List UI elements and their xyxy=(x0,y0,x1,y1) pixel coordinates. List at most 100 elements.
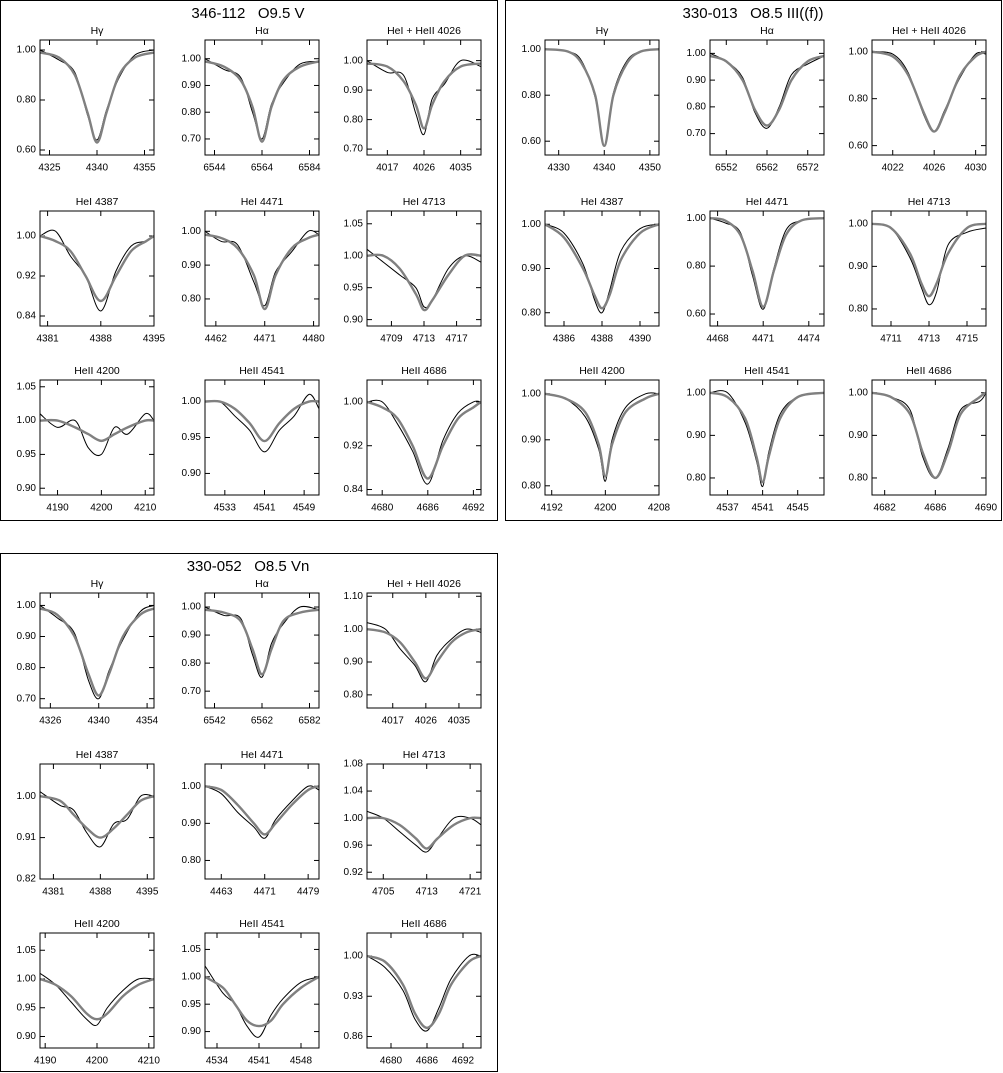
y-tick-label: 0.80 xyxy=(182,107,202,118)
subplot-title: Hα xyxy=(255,25,269,37)
y-tick-label: 0.92 xyxy=(344,440,364,451)
x-tick-label: 4200 xyxy=(594,503,617,514)
y-tick-label: 0.90 xyxy=(687,430,707,441)
y-tick-label: 0.93 xyxy=(344,991,364,1002)
y-tick-label: 0.84 xyxy=(17,311,37,322)
x-tick-label: 4680 xyxy=(380,1056,403,1067)
model-fit xyxy=(545,392,659,478)
y-tick-label: 0.90 xyxy=(182,1026,202,1037)
y-tick-label: 0.80 xyxy=(522,480,542,491)
model-fit xyxy=(710,54,824,127)
subplot-title: HeII 4541 xyxy=(744,365,790,377)
x-tick-label: 4468 xyxy=(706,334,729,345)
subplot-title: HeI + HeII 4026 xyxy=(892,25,966,37)
panel-frame xyxy=(505,0,1002,521)
y-tick-label: 1.00 xyxy=(522,388,542,399)
x-tick-label: 4026 xyxy=(415,716,438,727)
x-tick-label: 4200 xyxy=(86,1056,109,1067)
subplot-title: Hα xyxy=(760,25,774,37)
x-tick-label: 4690 xyxy=(975,503,998,514)
x-tick-label: 4210 xyxy=(138,1056,161,1067)
subplot-title: HeII 4686 xyxy=(401,365,447,377)
x-tick-label: 4022 xyxy=(882,163,905,174)
y-tick-label: 1.00 xyxy=(182,53,202,64)
y-tick-label: 0.80 xyxy=(182,658,202,669)
x-tick-label: 4017 xyxy=(382,716,405,727)
x-tick-label: 4381 xyxy=(36,334,59,345)
y-tick-label: 0.60 xyxy=(522,136,542,147)
x-tick-label: 4711 xyxy=(880,334,902,345)
plot-frame xyxy=(39,210,155,327)
y-tick-label: 1.00 xyxy=(17,791,37,802)
x-tick-label: 4017 xyxy=(376,163,399,174)
y-tick-label: 0.70 xyxy=(17,693,37,704)
x-tick-label: 6562 xyxy=(251,716,274,727)
observed-spectrum xyxy=(872,223,986,306)
observed-spectrum xyxy=(40,791,154,848)
plot-frame xyxy=(544,379,660,496)
plot-frame xyxy=(39,379,155,496)
x-tick-label: 6552 xyxy=(715,163,738,174)
y-tick-label: 1.00 xyxy=(344,624,364,635)
y-tick-label: 0.80 xyxy=(344,689,364,700)
x-tick-label: 4549 xyxy=(293,503,316,514)
model-fit xyxy=(710,391,824,484)
y-tick-label: 1.00 xyxy=(849,218,869,229)
subplot-title: HeI 4713 xyxy=(403,196,446,208)
x-tick-label: 4471 xyxy=(254,887,277,898)
x-tick-label: 4386 xyxy=(553,334,576,345)
y-tick-label: 1.00 xyxy=(17,45,37,56)
observed-spectrum xyxy=(710,390,824,487)
x-tick-label: 4541 xyxy=(248,1056,271,1067)
y-tick-label: 1.00 xyxy=(344,813,364,824)
plot-frame xyxy=(204,763,320,880)
model-fit xyxy=(40,795,154,839)
x-tick-label: 4692 xyxy=(452,1056,475,1067)
y-tick-label: 0.92 xyxy=(344,867,364,878)
x-tick-label: 4686 xyxy=(924,503,947,514)
model-fit xyxy=(367,400,481,480)
y-tick-label: 0.95 xyxy=(182,999,202,1010)
y-tick-label: 0.80 xyxy=(849,473,869,484)
x-tick-label: 4388 xyxy=(90,334,113,345)
x-tick-label: 4537 xyxy=(716,503,739,514)
subplot-title: HeI 4387 xyxy=(581,196,624,208)
x-tick-label: 4713 xyxy=(413,334,436,345)
plot-frame xyxy=(709,379,825,496)
x-tick-label: 4388 xyxy=(89,887,112,898)
model-fit xyxy=(205,608,319,676)
observed-spectrum xyxy=(40,412,154,457)
observed-spectrum xyxy=(205,965,319,1038)
x-tick-label: 4541 xyxy=(751,503,774,514)
y-tick-label: 1.10 xyxy=(344,591,364,602)
plot-frame xyxy=(204,39,320,156)
x-tick-label: 4388 xyxy=(591,334,614,345)
subplot-title: Hγ xyxy=(91,578,105,590)
x-tick-label: 4350 xyxy=(639,163,662,174)
x-tick-label: 4534 xyxy=(206,1056,229,1067)
y-tick-label: 1.00 xyxy=(344,55,364,66)
x-tick-label: 4471 xyxy=(254,334,277,345)
y-tick-label: 1.00 xyxy=(182,971,202,982)
subplot-title: Hγ xyxy=(91,25,105,37)
x-tick-label: 4709 xyxy=(380,334,403,345)
subplot-title: HeI 4471 xyxy=(241,196,284,208)
x-tick-label: 4682 xyxy=(874,503,897,514)
x-tick-label: 4210 xyxy=(134,503,157,514)
y-tick-label: 1.00 xyxy=(687,387,707,398)
subplot-title: Hγ xyxy=(596,25,610,37)
subplot-title: HeII 4686 xyxy=(906,365,952,377)
y-tick-label: 1.00 xyxy=(344,397,364,408)
plot-frame xyxy=(709,39,825,156)
y-tick-label: 0.90 xyxy=(849,430,869,441)
plot-frame xyxy=(871,379,987,496)
y-tick-label: 0.70 xyxy=(344,144,364,155)
x-tick-label: 4541 xyxy=(253,503,276,514)
observed-spectrum xyxy=(205,393,319,453)
y-tick-label: 0.90 xyxy=(849,261,869,272)
y-tick-label: 1.00 xyxy=(182,226,202,237)
x-tick-label: 6584 xyxy=(298,163,321,174)
y-tick-label: 0.90 xyxy=(344,85,364,96)
y-tick-label: 0.95 xyxy=(17,1002,37,1013)
